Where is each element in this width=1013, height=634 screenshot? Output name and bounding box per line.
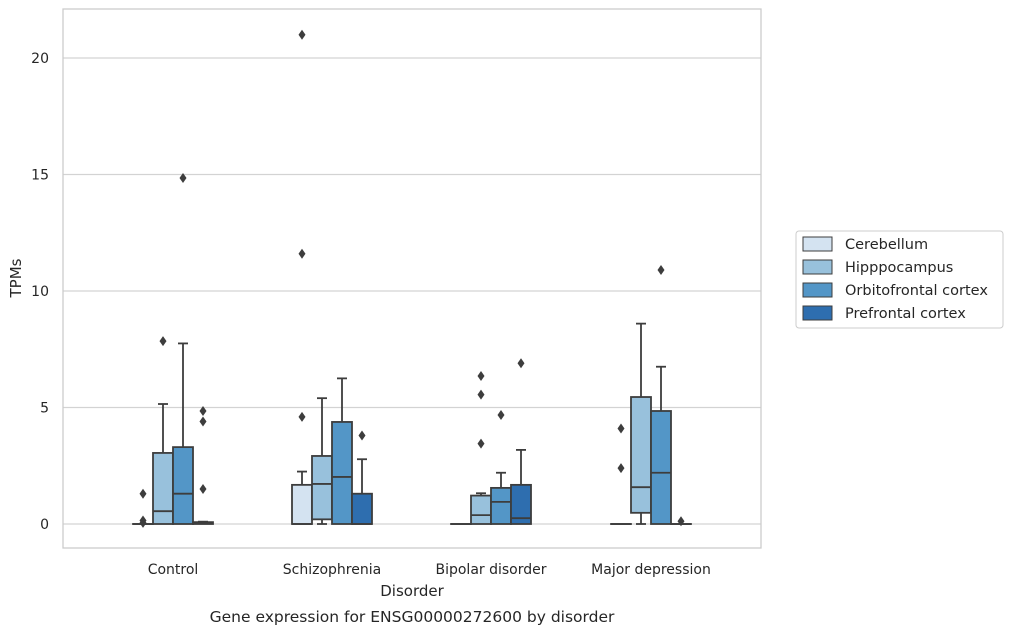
- outlier-point: [139, 488, 147, 499]
- y-tick-label: 0: [40, 517, 49, 533]
- outlier-point: [298, 29, 306, 40]
- box-iqr: [650, 410, 672, 525]
- legend-swatch: [802, 259, 833, 275]
- box-iqr: [510, 483, 532, 525]
- box-iqr: [172, 446, 194, 525]
- outlier-point: [617, 423, 625, 434]
- y-tick-label: 20: [31, 51, 49, 67]
- outlier-point: [477, 389, 485, 400]
- y-tick-label: 5: [40, 401, 49, 417]
- box-plot-item: [630, 322, 652, 525]
- outlier-point: [477, 438, 485, 449]
- plot-area-frame: [62, 8, 762, 549]
- legend-swatch: [802, 282, 833, 298]
- series-group: [192, 358, 692, 527]
- box-series: [132, 29, 692, 528]
- legend-label: Hipppocampus: [845, 260, 953, 276]
- legend-frame: [795, 230, 1004, 329]
- box-plot-item: [291, 29, 313, 525]
- outlier-point: [298, 411, 306, 422]
- outlier-point: [199, 405, 207, 416]
- box-iqr: [490, 486, 512, 525]
- x-tick-label: Control: [148, 562, 199, 578]
- legend-label: Orbitofrontal cortex: [845, 283, 988, 299]
- outlier-point: [159, 336, 167, 347]
- box-iqr: [152, 452, 174, 525]
- box-plot-item: [490, 409, 512, 525]
- box-iqr: [311, 455, 333, 521]
- x-tick-labels: Control Schizophrenia Bipolar disorder Majo…: [148, 562, 711, 578]
- legend: Cerebellum Hipppocampus Orbitofrontal cort…: [795, 230, 1004, 329]
- box-plot-item: [610, 423, 632, 525]
- legend-label: Prefrontal cortex: [845, 306, 966, 322]
- series-group: [172, 172, 672, 525]
- outlier-point: [199, 484, 207, 495]
- outlier-point: [617, 463, 625, 474]
- y-axis-title: TPMs: [7, 258, 25, 298]
- outlier-point: [139, 517, 147, 528]
- box-iqr: [291, 483, 313, 525]
- outlier-point: [477, 371, 485, 382]
- box-plot-item: [331, 377, 353, 525]
- y-tick-label: 10: [31, 284, 49, 300]
- outlier-point: [657, 265, 665, 276]
- box-plot-item: [351, 430, 373, 525]
- legend-label: Cerebellum: [845, 237, 928, 253]
- box-plot-item: [172, 172, 194, 525]
- box-plot-item: [670, 516, 692, 527]
- box-plot-item: [192, 405, 214, 525]
- outlier-point: [179, 172, 187, 183]
- box-iqr: [630, 396, 652, 514]
- x-tick-label: Schizophrenia: [283, 562, 381, 578]
- box-iqr: [351, 492, 373, 525]
- outlier-point: [497, 409, 505, 420]
- outlier-point: [358, 430, 366, 441]
- series-group: [132, 29, 632, 528]
- legend-swatch: [802, 236, 833, 252]
- y-tick-label: 15: [31, 168, 49, 184]
- x-tick-label: Major depression: [591, 562, 711, 578]
- y-tick-labels: 0 5 10 15 20: [31, 51, 49, 533]
- box-iqr: [331, 421, 353, 525]
- outlier-point: [517, 358, 525, 369]
- outlier-point: [199, 416, 207, 427]
- x-tick-label: Bipolar disorder: [435, 562, 546, 578]
- box-plot-item: [510, 358, 532, 525]
- chart-caption: Gene expression for ENSG00000272600 by d…: [210, 608, 615, 626]
- outlier-point: [677, 516, 685, 527]
- x-axis-title: Disorder: [380, 582, 444, 600]
- legend-swatch: [802, 305, 833, 321]
- box-plot-item: [650, 265, 672, 525]
- box-iqr: [470, 494, 492, 525]
- outlier-point: [298, 248, 306, 259]
